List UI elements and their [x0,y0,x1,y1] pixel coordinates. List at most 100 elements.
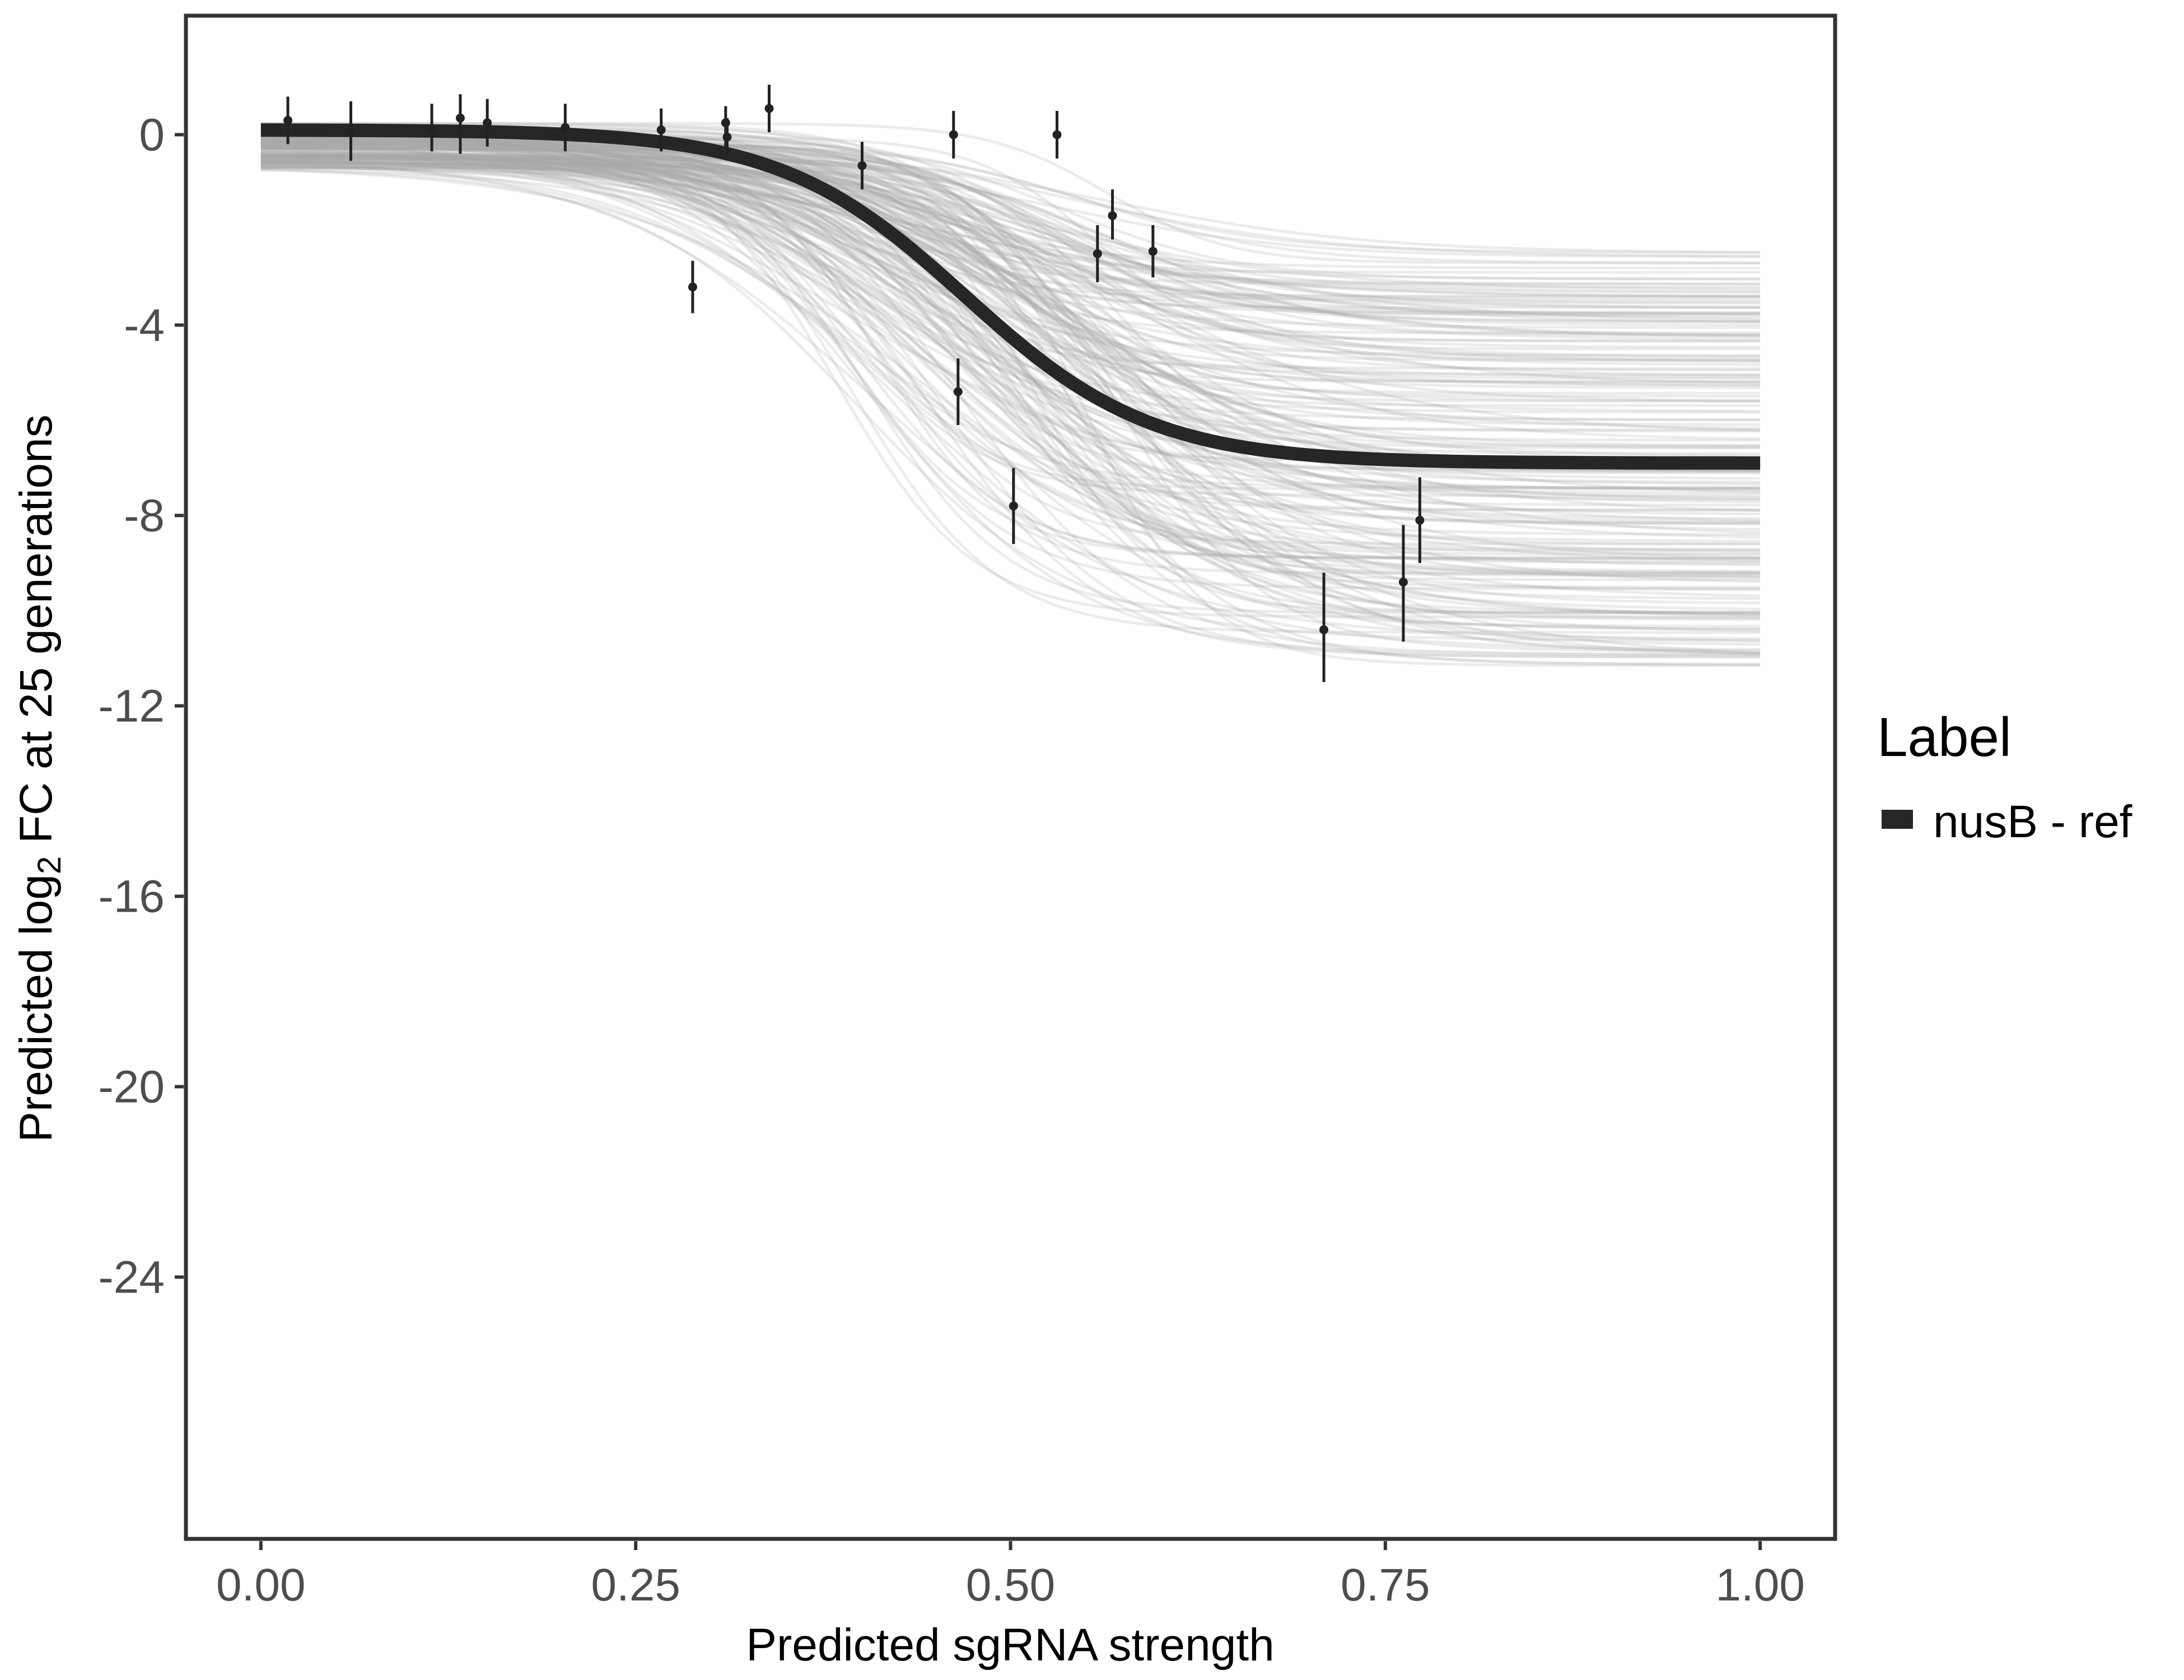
posterior-curve [260,161,1761,329]
posterior-curve [260,162,1761,615]
data-point [1398,525,1408,642]
legend-title: Label [1877,706,2012,768]
data-point [1052,111,1062,158]
y-tick-label: -20 [98,1062,165,1113]
data-point [427,104,437,152]
posterior-curve [260,157,1761,447]
x-tick-label: 0.25 [591,1560,680,1611]
posterior-curve [260,129,1761,598]
posterior-curve [260,137,1761,484]
point-marker [721,118,730,128]
posterior-curve [260,162,1761,550]
posterior-curve [260,143,1761,458]
data-point [953,358,963,425]
posterior-curve [260,157,1761,377]
data-point [455,94,465,154]
data-point [1009,468,1018,544]
posterior-curve [260,161,1761,440]
posterior-curve [260,159,1761,389]
posterior-curve [260,156,1761,289]
posterior-curve [260,168,1761,611]
point-marker [1108,211,1117,220]
posterior-curve [260,135,1761,563]
posterior-curve [260,155,1761,315]
posterior-curve [260,157,1761,489]
posterior-curve [260,160,1761,442]
posterior-curve [260,143,1761,298]
posterior-curve [260,153,1761,309]
posterior-curve [260,144,1761,403]
posterior-curve [260,154,1761,426]
posterior-curve [260,129,1761,413]
point-marker [949,130,958,139]
posterior-curve [260,136,1761,584]
posterior-curve [260,155,1761,447]
posterior-curve [260,138,1761,501]
data-point [656,108,666,152]
posterior-curve [260,128,1761,475]
posterior-curve [260,144,1761,384]
data-point [1148,225,1158,278]
posterior-curve [260,144,1761,379]
point-marker [455,113,465,123]
posterior-curve [260,157,1761,656]
posterior-curve [260,136,1761,281]
y-axis-label: Predicted log2 FC at 25 generations [11,414,68,1142]
legend: Label nusB - ref [1877,706,2132,847]
data-point [561,104,570,152]
posterior-curve [260,139,1761,494]
posterior-curve [260,142,1761,667]
posterior-curve [260,146,1761,286]
point-marker [688,282,697,292]
posterior-curve [260,153,1761,450]
posterior-curve [260,153,1761,337]
posterior-curve [260,128,1761,414]
point-marker [483,118,492,128]
posterior-curve [260,137,1761,643]
posterior-curve [260,163,1761,343]
posterior-curve [260,144,1761,654]
posterior-curve [260,162,1761,258]
data-point [1093,225,1102,282]
posterior-curve [260,157,1761,473]
posterior-curve [260,168,1761,642]
posterior-curve [260,166,1761,316]
posterior-curve [260,143,1761,323]
posterior-curve [260,129,1761,633]
posterior-curve [260,141,1761,366]
posterior-curve [260,136,1761,497]
posterior-curve [260,155,1761,614]
posterior-curve [260,151,1761,600]
posterior-curve [260,141,1761,534]
posterior-curve [260,139,1761,431]
posterior-curve [260,130,1761,575]
y-axis-label-subscript: 2 [31,856,68,874]
legend-label-nusb-ref: nusB - ref [1933,796,2132,847]
posterior-curve [260,136,1761,575]
posterior-curve [260,146,1761,573]
point-marker [1093,249,1102,258]
data-point [346,101,356,161]
posterior-curve [260,166,1761,512]
posterior-curve [260,159,1761,666]
y-axis: 0 -4 -8 -12 -16 -20 -24 [98,110,184,1303]
posterior-curve [260,133,1761,656]
posterior-curve [260,152,1761,620]
posterior-curve [260,139,1761,591]
posterior-curve [260,147,1761,304]
data-point [1108,189,1117,240]
point-marker [1415,516,1425,525]
posterior-curve [260,153,1761,618]
point-marker [857,161,867,170]
posterior-curve [260,153,1761,560]
posterior-curve [260,147,1761,491]
posterior-curve [260,144,1761,254]
posterior-curve [260,151,1761,507]
posterior-curve [260,153,1761,552]
posterior-curve [260,139,1761,407]
x-axis-label: Predicted sgRNA strength [746,1620,1274,1670]
data-points [283,85,1425,682]
posterior-curve [260,151,1761,512]
data-point [722,118,732,156]
posterior-curve [260,151,1761,666]
